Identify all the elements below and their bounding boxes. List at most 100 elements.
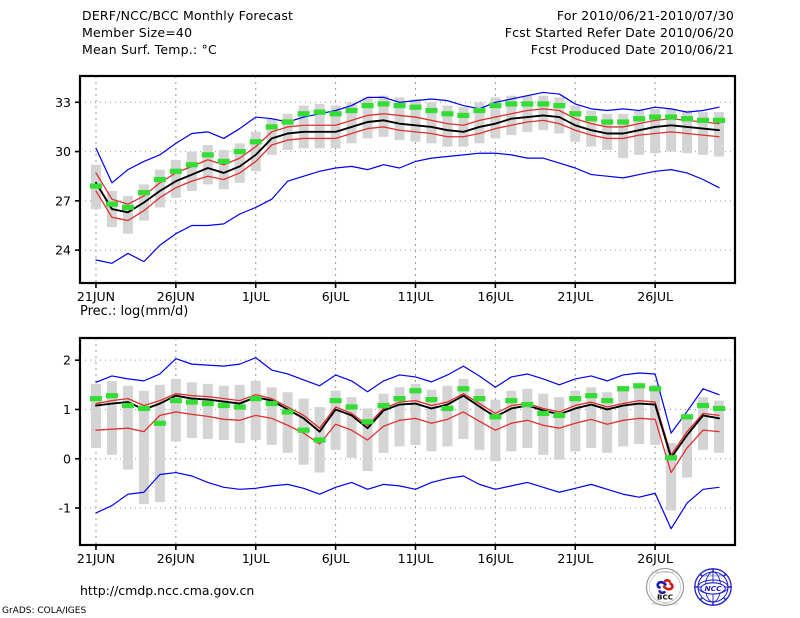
climatology-dash bbox=[569, 396, 582, 402]
spread-bar bbox=[650, 108, 661, 154]
y-tick-label: 33 bbox=[55, 95, 71, 110]
spread-bar bbox=[202, 145, 213, 185]
spread-bar bbox=[490, 97, 501, 139]
spread-bar bbox=[218, 149, 229, 190]
climatology-dash bbox=[457, 386, 470, 392]
x-tick-label: 21JUN bbox=[77, 289, 115, 304]
spread-bar bbox=[154, 169, 165, 208]
climatology-dash bbox=[313, 109, 326, 115]
spread-bar bbox=[538, 95, 549, 131]
plot-frame bbox=[78, 74, 737, 285]
climatology-dash bbox=[329, 397, 342, 404]
spread-bar bbox=[170, 159, 181, 198]
spread-bar bbox=[186, 382, 197, 439]
temperature-plot-svg: 24 27 30 33 21JUN 26JUN 1JUL 6JUL 11JUL 16JUL 21JU… bbox=[55, 74, 737, 305]
x-axis-year-label: 2010 bbox=[82, 564, 114, 567]
spread-bar bbox=[458, 107, 469, 147]
climatology-dash bbox=[441, 405, 454, 412]
spread-bar bbox=[698, 397, 709, 450]
spread-bar bbox=[426, 102, 437, 144]
x-tick-label: 26JUL bbox=[637, 289, 673, 304]
spread-bar bbox=[202, 383, 213, 440]
spread-bar bbox=[698, 112, 709, 155]
x-tick-label: 16JUL bbox=[478, 551, 514, 566]
climatology-dash bbox=[121, 204, 134, 211]
spread-bar bbox=[138, 390, 149, 505]
x-tick-label: 26JUL bbox=[637, 551, 673, 566]
climatology-dash bbox=[105, 201, 118, 207]
spread-bar bbox=[378, 393, 389, 453]
climatology-dash bbox=[297, 111, 310, 117]
page-title: DERF/NCC/BCC Monthly Forecast bbox=[82, 8, 294, 23]
climatology-dash bbox=[345, 404, 358, 410]
climatology-dash bbox=[537, 101, 550, 107]
climatology-dash bbox=[153, 176, 166, 183]
spread-bar bbox=[106, 380, 117, 455]
spread-bar bbox=[266, 118, 277, 155]
x-tick-label: 6JUL bbox=[322, 289, 350, 304]
climatology-dash bbox=[345, 107, 358, 114]
quartile-line bbox=[95, 393, 720, 456]
spread-bar bbox=[154, 384, 165, 503]
climatology-dash bbox=[457, 112, 470, 119]
y-tick-label: 27 bbox=[55, 193, 71, 208]
climatology-dash bbox=[441, 111, 454, 117]
quartile-line bbox=[95, 108, 720, 205]
spread-bar bbox=[330, 105, 341, 149]
spread-bar bbox=[282, 392, 293, 453]
climatology-dash bbox=[633, 116, 646, 122]
climatology-dash bbox=[617, 386, 630, 392]
climatology-dash bbox=[137, 405, 150, 412]
svg-text:BEIJING CLIMATE CENTER: BEIJING CLIMATE CENTER bbox=[652, 571, 679, 574]
climatology-dash bbox=[361, 419, 374, 425]
climatology-dash bbox=[585, 393, 598, 399]
climatology-dash bbox=[297, 427, 310, 433]
spread-bar bbox=[234, 143, 245, 183]
climatology-dash bbox=[681, 414, 694, 420]
y-tick-label: 24 bbox=[55, 243, 71, 258]
temperature-chart: 24 27 30 33 21JUN 26JUN 1JUL 6JUL 11JUL 16JUL 21JU… bbox=[0, 60, 800, 305]
climatology-dash bbox=[505, 101, 518, 107]
envelope-line bbox=[95, 91, 720, 184]
spread-bar bbox=[122, 195, 133, 234]
spread-bar bbox=[346, 102, 357, 144]
spread-bar bbox=[474, 102, 485, 144]
spread-bar bbox=[570, 105, 581, 142]
climatology-dash bbox=[217, 158, 230, 165]
spread-bar bbox=[186, 151, 197, 191]
spread-bar bbox=[250, 131, 261, 172]
spread-bar bbox=[714, 400, 725, 453]
climatology-dash bbox=[633, 383, 646, 389]
climatology-dash bbox=[521, 401, 534, 408]
climatology-dash bbox=[137, 190, 150, 196]
spread-bar bbox=[394, 387, 405, 447]
climatology-dash bbox=[617, 119, 630, 125]
climatology-dash bbox=[185, 162, 198, 168]
climatology-dash bbox=[313, 437, 326, 443]
climatology-dash bbox=[553, 102, 566, 109]
spread-bar bbox=[458, 378, 469, 440]
climatology-dash bbox=[521, 101, 534, 107]
source-url[interactable]: http://cmdp.ncc.cma.gov.cn bbox=[80, 583, 255, 598]
x-tick-label: 21JUL bbox=[557, 289, 593, 304]
climatology-dash bbox=[89, 183, 102, 189]
plot-frame bbox=[78, 336, 737, 547]
ensemble-mean-line bbox=[95, 394, 720, 459]
climatology-dash bbox=[281, 119, 294, 125]
ensemble-envelope-lines bbox=[95, 357, 720, 530]
climatology-dash bbox=[153, 420, 166, 426]
bcc-logo-icon: BCC BEIJING CLIMATE CENTER BEIJING CLIMA… bbox=[645, 567, 685, 607]
spread-bars bbox=[90, 95, 725, 234]
climatology-dash bbox=[713, 117, 726, 123]
spread-bar bbox=[506, 390, 517, 452]
climatology-dash bbox=[537, 410, 550, 417]
spread-bar bbox=[394, 97, 405, 141]
climatology-dash bbox=[361, 102, 374, 109]
climatology-dash bbox=[569, 111, 582, 117]
climatology-dash bbox=[201, 400, 214, 407]
spread-bar bbox=[442, 385, 453, 447]
spread-bar bbox=[282, 113, 293, 150]
x-tick-label: 16JUL bbox=[478, 289, 514, 304]
climatology-dash bbox=[329, 111, 342, 117]
forecast-produced-date-label: Fcst Produced Date 2010/06/21 bbox=[530, 42, 734, 57]
